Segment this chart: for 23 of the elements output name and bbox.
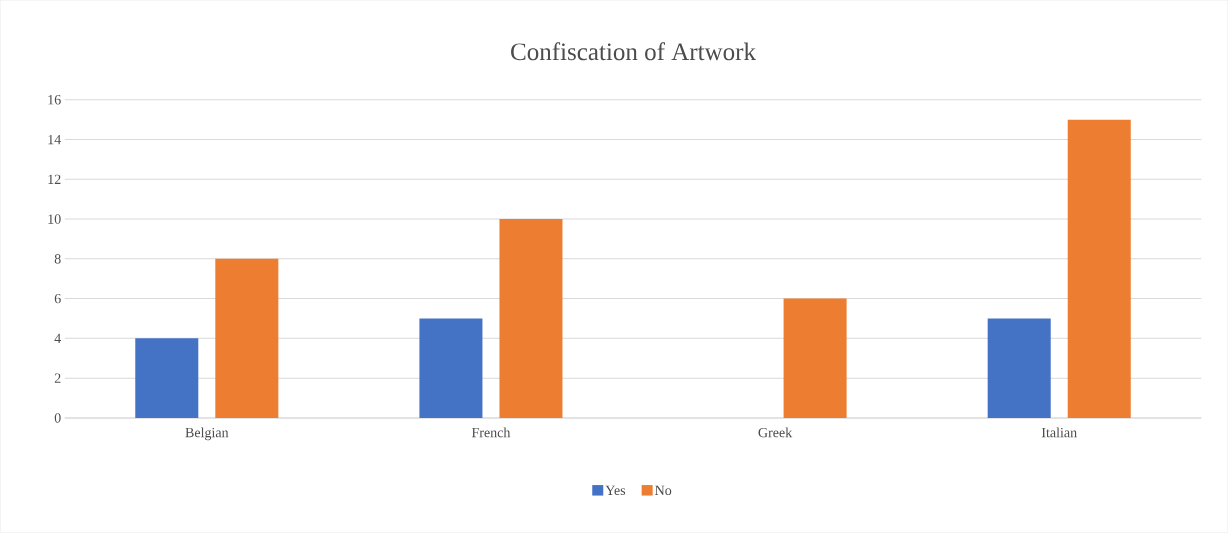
y-tick-label: 4 [54, 333, 61, 344]
legend-label: Yes [605, 485, 626, 496]
bar [499, 219, 563, 419]
bar [135, 338, 199, 419]
x-tick-label: French [471, 427, 511, 438]
x-tick-label: Greek [758, 427, 793, 438]
y-tick-label: 0 [54, 413, 61, 423]
bar [987, 318, 1051, 419]
chart-title: Confiscation of Artwork [511, 42, 756, 61]
bar [783, 298, 847, 419]
y-tick-label: 10 [48, 214, 61, 224]
legend-label: No [655, 485, 672, 496]
x-tick-label: Italian [1041, 427, 1077, 438]
x-tick-label: Belgian [185, 427, 229, 441]
y-tick-label: 2 [54, 373, 61, 383]
y-tick-label: 6 [54, 294, 61, 304]
y-tick-label: 8 [54, 254, 61, 264]
y-tick-label: 14 [48, 135, 61, 145]
bar [419, 318, 483, 419]
y-tick-label: 12 [48, 174, 61, 185]
y-tick-label: 16 [48, 95, 61, 105]
bar [215, 258, 279, 419]
bar [1067, 119, 1131, 419]
